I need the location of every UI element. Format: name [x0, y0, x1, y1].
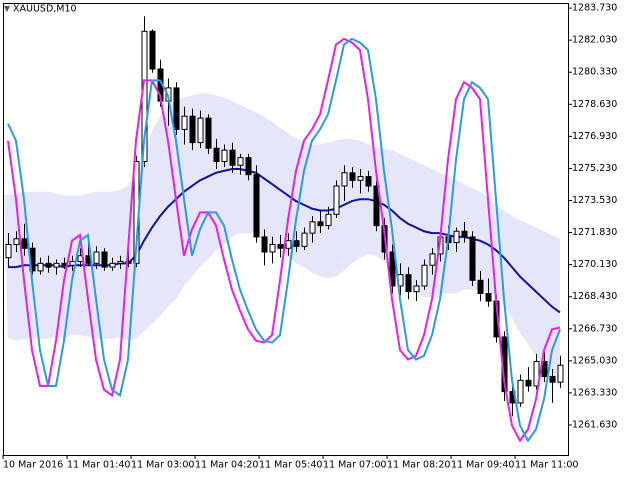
y-tick-label: 1261.630	[572, 420, 617, 431]
candle-body	[125, 260, 132, 264]
candle-body	[253, 174, 260, 238]
candle-body	[269, 243, 276, 253]
candle-body	[101, 251, 108, 268]
y-tick-label: 1278.630	[572, 99, 617, 110]
candle-body	[533, 360, 540, 387]
candle-body	[549, 376, 556, 383]
candle-body	[453, 230, 460, 244]
x-tick-label: 11 Mar 07:00	[323, 460, 386, 471]
x-tick-label: 11 Mar 01:40	[67, 460, 130, 471]
candle-body	[53, 262, 60, 268]
y-tick-label: 1266.730	[572, 323, 617, 334]
candle-body	[389, 251, 396, 287]
candle-body	[421, 264, 428, 287]
candle-body	[213, 147, 220, 162]
candle-body	[405, 274, 412, 293]
candle-body	[469, 236, 476, 281]
candle-body	[373, 185, 380, 227]
y-tick-label: 1263.330	[572, 387, 617, 398]
candle-body	[117, 260, 124, 264]
candle-body	[93, 251, 100, 264]
indicator-line	[7, 37, 561, 443]
candle-body	[109, 262, 116, 268]
candle-body	[149, 30, 156, 70]
y-tick-label: 1265.030	[572, 355, 617, 366]
candle-body	[261, 236, 268, 253]
candle-body	[357, 176, 364, 181]
indicator-line	[7, 37, 561, 443]
indicator-line	[8, 168, 561, 314]
candle-body	[45, 262, 52, 268]
y-tick-label: 1271.830	[572, 227, 617, 238]
candle-body	[541, 360, 548, 378]
candle-body	[301, 232, 308, 247]
candle-body	[221, 149, 228, 162]
y-tick-label: 1283.730	[572, 3, 617, 14]
candle-body	[197, 117, 204, 144]
y-tick-label: 1280.330	[572, 67, 617, 78]
candle-body	[517, 379, 524, 404]
candle-body	[245, 157, 252, 176]
plot-area	[4, 16, 564, 443]
candle-body	[293, 240, 300, 247]
x-tick-label: 11 Mar 11:00	[515, 460, 578, 471]
candle-body	[317, 221, 324, 227]
candle-body	[205, 117, 212, 149]
y-tick-label: 1282.030	[572, 35, 617, 46]
x-tick-label: 11 Mar 09:40	[451, 460, 514, 471]
x-tick-label: 11 Mar 05:40	[259, 460, 322, 471]
y-tick-label: 1276.930	[572, 131, 617, 142]
candle-body	[285, 240, 292, 249]
candle-body	[325, 213, 332, 227]
candle-body	[333, 185, 340, 215]
candle-body	[5, 243, 12, 259]
candle-body	[485, 293, 492, 302]
candle-body	[349, 172, 356, 181]
chart-title: XAUUSD,M10	[13, 4, 77, 15]
x-tick-label: 11 Mar 03:00	[131, 460, 194, 471]
candle-body	[557, 364, 564, 383]
symbol-icon	[4, 6, 10, 12]
candle-body	[461, 230, 468, 238]
candle-body	[237, 157, 244, 166]
candle-body	[429, 253, 436, 266]
candle-body	[13, 238, 20, 245]
candle-body	[189, 115, 196, 144]
candle-body	[21, 238, 28, 249]
candle-body	[525, 379, 532, 387]
x-tick-label: 10 Mar 2016	[3, 460, 63, 471]
x-tick-label: 11 Mar 04:20	[195, 460, 258, 471]
y-tick-label: 1275.230	[572, 163, 617, 174]
candle-body	[365, 176, 372, 187]
candle-body	[277, 243, 284, 249]
candle-body	[309, 221, 316, 234]
candle-body	[413, 285, 420, 293]
candle-body	[341, 172, 348, 187]
x-tick-label: 11 Mar 08:20	[387, 460, 450, 471]
candle-body	[173, 87, 180, 130]
candle-body	[181, 115, 188, 130]
y-tick-label: 1270.130	[572, 259, 617, 270]
candle-body	[229, 149, 236, 166]
y-tick-label: 1268.430	[572, 291, 617, 302]
candle-body	[37, 262, 44, 272]
candle-body	[477, 279, 484, 295]
y-tick-label: 1273.530	[572, 195, 617, 206]
